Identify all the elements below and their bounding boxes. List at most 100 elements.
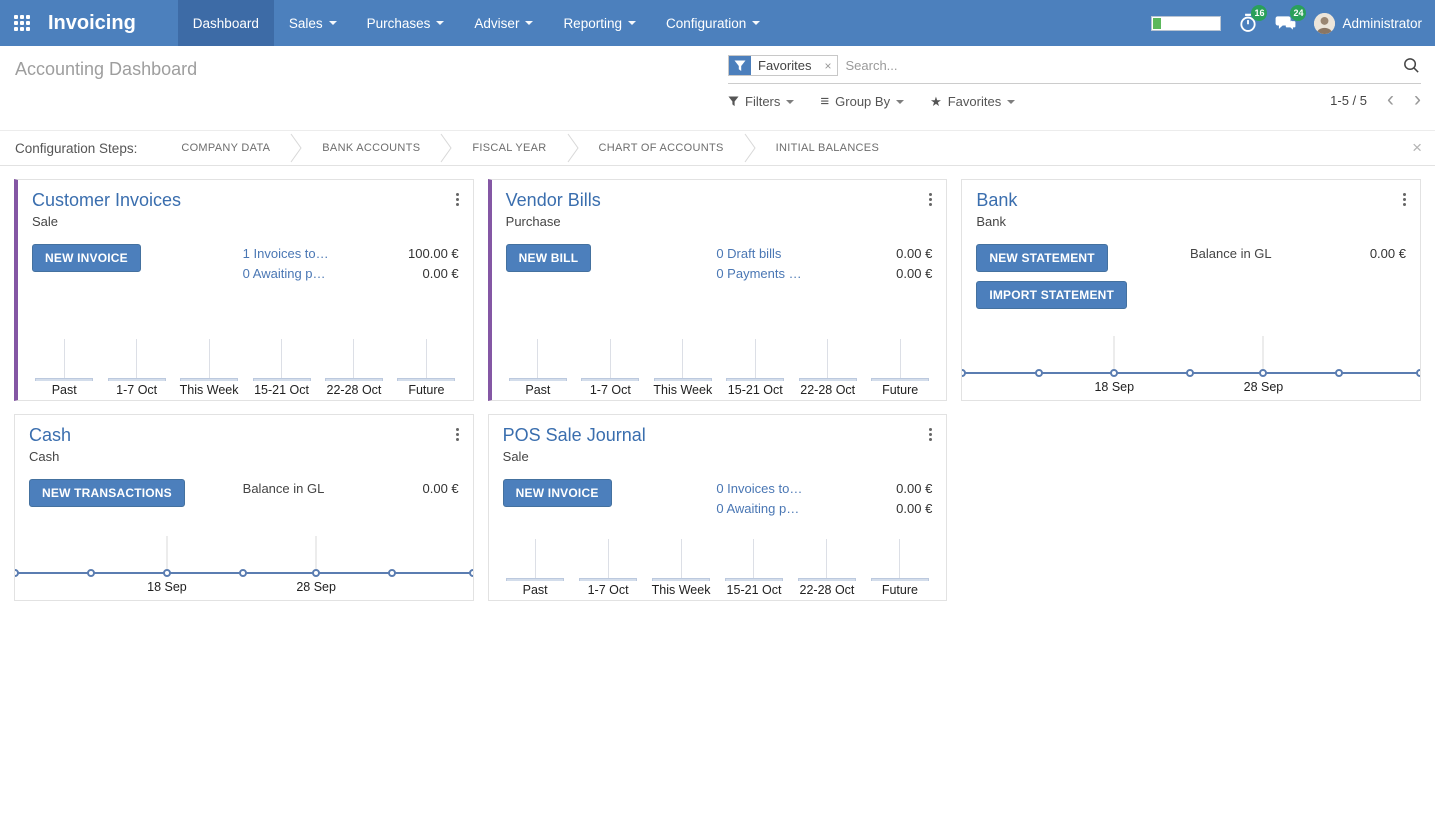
- axis-tick-line: [899, 339, 901, 378]
- x-tick-label: This Week: [179, 383, 239, 397]
- filter-funnel-icon: [729, 56, 751, 75]
- menu-purchases[interactable]: Purchases: [352, 0, 460, 46]
- step-separator: [290, 133, 302, 163]
- facet-remove-icon[interactable]: ×: [824, 58, 832, 73]
- star-icon: ★: [930, 93, 942, 109]
- favorites-button[interactable]: ★ Favorites: [930, 93, 1016, 110]
- favorites-label: Favorites: [947, 94, 1002, 109]
- pager-previous-button[interactable]: ‹: [1387, 88, 1394, 111]
- bar-category: Future: [864, 339, 936, 400]
- awaiting-payments-link[interactable]: 0 Awaiting p…: [242, 266, 326, 281]
- x-tick-label: 1-7 Oct: [589, 383, 631, 397]
- step-chart-of-accounts[interactable]: CHART OF ACCOUNTS: [598, 142, 724, 154]
- axis-tick-line: [682, 339, 684, 378]
- chevron-down-icon: [627, 21, 636, 25]
- stat-amount: 0.00 €: [422, 266, 459, 281]
- kebab-menu-icon[interactable]: [1401, 191, 1408, 208]
- new-invoice-button[interactable]: NEW INVOICE: [502, 479, 612, 507]
- card-bank: Bank Bank NEW STATEMENT IMPORT STATEMENT…: [961, 179, 1421, 401]
- messages-button[interactable]: 24: [1275, 5, 1307, 33]
- kebab-menu-icon[interactable]: [927, 426, 934, 443]
- app-brand[interactable]: Invoicing: [48, 11, 136, 34]
- bar: [578, 578, 638, 581]
- draft-bills-link[interactable]: 0 Draft bills: [716, 246, 782, 261]
- card-title[interactable]: Bank: [976, 190, 1018, 210]
- x-tick-label: 1-7 Oct: [116, 383, 158, 397]
- new-statement-button[interactable]: NEW STATEMENT: [976, 244, 1108, 272]
- stat-amount: 0.00 €: [896, 266, 933, 281]
- x-grid-line: [166, 536, 168, 573]
- axis-tick-line: [136, 339, 138, 378]
- spark-dot: [15, 569, 19, 577]
- spark-dot: [162, 569, 171, 577]
- menu-configuration[interactable]: Configuration: [651, 0, 775, 46]
- top-navbar: Invoicing Dashboard Sales Purchases Advi…: [0, 0, 1435, 46]
- configuration-steps-bar: Configuration Steps: COMPANY DATA BANK A…: [0, 130, 1435, 166]
- filters-label: Filters: [745, 94, 781, 109]
- apps-menu-button[interactable]: [0, 0, 44, 46]
- bar-category: 1-7 Oct: [100, 339, 172, 400]
- step-initial-balances[interactable]: INITIAL BALANCES: [775, 142, 880, 154]
- bar: [107, 378, 166, 381]
- search-bar[interactable]: Favorites ×: [728, 55, 1421, 84]
- menu-adviser-label: Adviser: [474, 15, 520, 31]
- bar: [653, 378, 712, 381]
- card-title[interactable]: POS Sale Journal: [502, 425, 646, 445]
- stat-row: 0 Invoices to… 0.00 €: [716, 481, 932, 496]
- user-menu[interactable]: Administrator: [1314, 12, 1422, 34]
- activities-button[interactable]: 16: [1238, 5, 1268, 33]
- filters-button[interactable]: Filters: [728, 94, 795, 109]
- bar-category: 1-7 Oct: [572, 539, 645, 600]
- menu-configuration-label: Configuration: [665, 15, 747, 31]
- menu-sales[interactable]: Sales: [274, 0, 352, 46]
- step-separator: [567, 133, 579, 163]
- bar: [35, 378, 94, 381]
- filter-funnel-icon: [728, 96, 739, 107]
- card-subtitle: Bank: [976, 214, 1006, 229]
- step-bank-accounts[interactable]: BANK ACCOUNTS: [322, 142, 421, 154]
- kebab-menu-icon[interactable]: [454, 426, 461, 443]
- invoices-to-validate-link[interactable]: 0 Invoices to…: [716, 481, 803, 496]
- import-statement-button[interactable]: IMPORT STATEMENT: [976, 281, 1128, 309]
- close-icon[interactable]: ×: [1412, 138, 1422, 157]
- timesheet-progress-bar[interactable]: [1151, 15, 1222, 31]
- search-input[interactable]: [845, 58, 1402, 73]
- control-panel: Accounting Dashboard Favorites × Filters: [0, 46, 1435, 130]
- card-title[interactable]: Customer Invoices: [32, 190, 182, 210]
- bar: [581, 378, 640, 381]
- stat-row: 0 Awaiting p… 0.00 €: [243, 266, 459, 281]
- pager-next-button[interactable]: ›: [1414, 88, 1421, 111]
- menu-reporting[interactable]: Reporting: [548, 0, 651, 46]
- x-tick-label: Past: [525, 383, 551, 397]
- awaiting-payments-link[interactable]: 0 Awaiting p…: [716, 501, 800, 516]
- group-by-button[interactable]: ≡ Group By: [820, 93, 905, 110]
- configuration-steps-label: Configuration Steps:: [15, 140, 138, 156]
- payments-link[interactable]: 0 Payments …: [716, 266, 802, 281]
- journal-bar-chart: Past 1-7 Oct This Week 15-21 Oct 22-28 Oct Fu…: [18, 336, 473, 400]
- avatar: [1314, 12, 1336, 34]
- step-company-data[interactable]: COMPANY DATA: [181, 142, 271, 154]
- axis-tick-line: [281, 339, 283, 378]
- menu-adviser[interactable]: Adviser: [459, 0, 548, 46]
- bar: [870, 578, 930, 581]
- card-title[interactable]: Vendor Bills: [505, 190, 601, 210]
- x-tick-label: 28 Sep: [296, 580, 336, 594]
- bar: [505, 578, 565, 581]
- kebab-menu-icon[interactable]: [454, 191, 461, 208]
- kebab-menu-icon[interactable]: [927, 191, 934, 208]
- axis-tick-line: [753, 539, 755, 578]
- bar-category: Future: [390, 339, 462, 400]
- invoices-to-validate-link[interactable]: 1 Invoices to…: [242, 246, 329, 261]
- facet-label: Favorites: [758, 58, 812, 73]
- chevron-down-icon: [1007, 99, 1016, 104]
- card-title[interactable]: Cash: [29, 425, 72, 445]
- new-bill-button[interactable]: NEW BILL: [505, 244, 592, 272]
- axis-tick-line: [899, 539, 901, 578]
- search-icon[interactable]: [1402, 56, 1421, 75]
- bar-category: Past: [28, 339, 100, 400]
- new-invoice-button[interactable]: NEW INVOICE: [32, 244, 141, 272]
- new-transactions-button[interactable]: NEW TRANSACTIONS: [29, 479, 185, 507]
- step-fiscal-year[interactable]: FISCAL YEAR: [472, 142, 547, 154]
- dashboard-kanban: Customer Invoices Sale NEW INVOICE 1 Inv…: [0, 166, 1435, 614]
- menu-dashboard[interactable]: Dashboard: [177, 0, 274, 46]
